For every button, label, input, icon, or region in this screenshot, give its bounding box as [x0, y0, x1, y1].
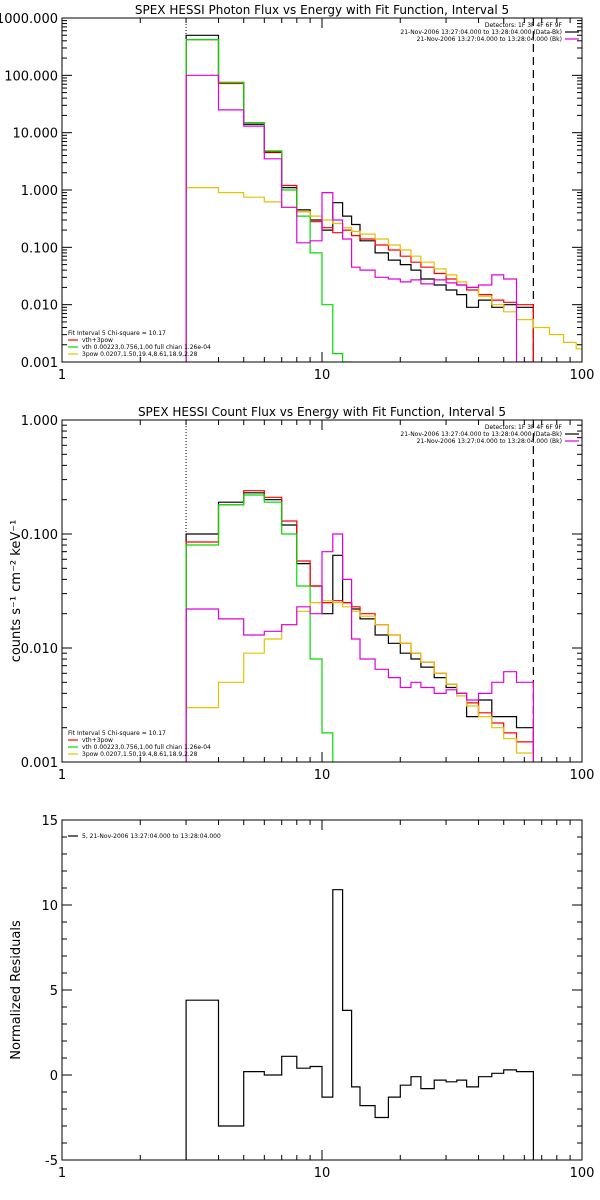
panel-count: SPEX HESSI Count Flux vs Energy with Fit… — [9, 405, 594, 783]
y-tick-label: 0.010 — [21, 642, 58, 657]
x-tick-label: 1 — [58, 1166, 66, 1181]
y-tick-label: 0.001 — [21, 756, 58, 771]
y-axis-label-resid: Normalized Residuals — [9, 920, 24, 1060]
series-count-3 — [185, 600, 534, 762]
legend-entry: Fit Interval 5 Chi-square = 10.17 — [68, 730, 166, 737]
x-tick-label: 100 — [570, 368, 595, 383]
legend-entry: 5, 21-Nov-2006 13:27:04.000 to 13:28:04.… — [82, 833, 221, 840]
info-line: 21-Nov-2006 13:27:04.000 to 13:28:04.000… — [400, 29, 562, 36]
y-tick-label: -5 — [45, 1154, 58, 1169]
y-tick-label: 1000.000 — [0, 12, 58, 27]
series-photon-4 — [185, 74, 534, 362]
legend-entry: vth 0.00223,0.756,1.00 full chian 1.26e-… — [82, 344, 211, 351]
series-count-1 — [185, 490, 534, 762]
plot-frame — [61, 419, 583, 763]
y-tick-label: 0.010 — [21, 299, 58, 314]
x-tick-label: 10 — [314, 768, 331, 783]
y-tick-label: 0.001 — [21, 356, 58, 371]
y-tick-label: 10 — [41, 899, 58, 914]
info-line: Detectors: 1F 3F 4F 6F 9F — [485, 22, 563, 29]
legend-entry: vth+3pow — [82, 337, 113, 344]
legend-entry: vth 0.00223,0.756,1.00 full chian 1.26e-… — [82, 744, 211, 751]
series-photon-2 — [185, 39, 352, 362]
y-tick-label: 10.000 — [13, 127, 59, 142]
y-tick-label: 5 — [50, 984, 58, 999]
x-tick-label: 100 — [570, 1166, 595, 1181]
x-tick-label: 1 — [58, 768, 66, 783]
y-tick-label: 1.000 — [21, 184, 58, 199]
x-tick-label: 10 — [314, 368, 331, 383]
plot-frame — [61, 819, 583, 1161]
chart-title-photon: SPEX HESSI Photon Flux vs Energy with Fi… — [135, 3, 509, 17]
info-line: Detectors: 1F 3F 4F 6F 9F — [485, 424, 563, 431]
legend-entry: 3pow 0.0207,1.50,19.4,8.61,18.9,2.28 — [82, 351, 198, 358]
info-line: 21-Nov-2006 13:27:04.000 to 13:28:04.000… — [417, 438, 562, 445]
y-axis-label-count: counts s⁻¹ cm⁻² keV⁻¹ — [9, 520, 24, 663]
series-photon-1 — [185, 39, 534, 362]
info-line: 21-Nov-2006 13:27:04.000 to 13:28:04.000… — [400, 431, 562, 438]
y-tick-label: 15 — [41, 814, 58, 829]
y-tick-label: 0 — [50, 1069, 58, 1084]
y-tick-label: 100.000 — [4, 69, 58, 84]
series-photon-0 — [185, 34, 534, 362]
legend-entry: Fit Interval 5 Chi-square = 10.17 — [68, 330, 166, 337]
series-count-4 — [185, 533, 534, 762]
plot-frame — [61, 17, 583, 363]
legend-entry: vth+3pow — [82, 737, 113, 744]
x-tick-label: 1 — [58, 368, 66, 383]
y-tick-label: 0.100 — [21, 528, 58, 543]
legend-entry: 3pow 0.0207,1.50,19.4,8.61,18.9,2.28 — [82, 751, 198, 758]
panel-photon: SPEX HESSI Photon Flux vs Energy with Fi… — [0, 3, 594, 383]
y-tick-label: 1.000 — [21, 414, 58, 429]
x-tick-label: 10 — [314, 1166, 331, 1181]
y-tick-label: 0.100 — [21, 241, 58, 256]
chart-title-count: SPEX HESSI Count Flux vs Energy with Fit… — [138, 405, 506, 419]
info-line: 21-Nov-2006 13:27:04.000 to 13:28:04.000… — [417, 36, 562, 43]
panel-resid: Normalized Residuals 1 10 100 -5 0 5 10 15 5, 21-… — [9, 814, 594, 1181]
series-resid-0 — [185, 889, 534, 1160]
series-count-0 — [185, 492, 534, 762]
x-tick-label: 100 — [570, 768, 595, 783]
series-count-2 — [185, 494, 334, 762]
series-photon-3 — [185, 187, 582, 362]
